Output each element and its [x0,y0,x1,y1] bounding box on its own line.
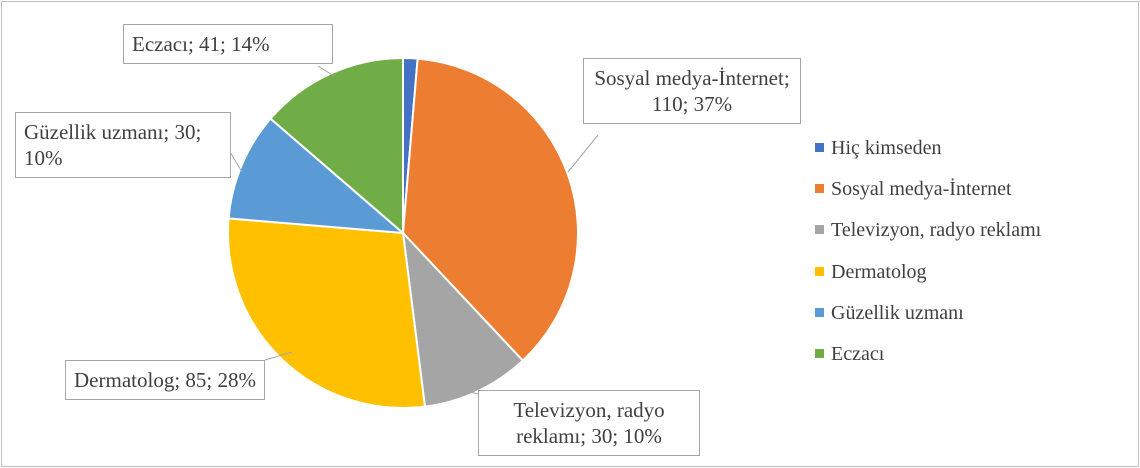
legend-item: Hiç kimseden [815,137,942,160]
leader-line [264,351,293,361]
legend-swatch [815,349,824,358]
legend-swatch [815,307,824,317]
legend-label: Dermatolog [831,260,927,283]
data-label: Eczacı; 41; 14% [123,24,333,64]
legend-swatch [815,266,824,276]
legend-item: Sosyal medya-İnternet [815,178,1012,201]
pie-slice [227,217,427,409]
legend-swatch [815,225,824,235]
data-label: Güzellik uzmanı; 30; 10% [15,112,231,178]
legend-item: Televizyon, radyo reklamı [815,219,1041,242]
leader-lines [229,65,599,395]
data-label: Sosyal medya-İnternet; 110; 37% [583,58,801,124]
data-label: Televizyon, radyo reklamı; 30; 10% [478,390,700,456]
pie-slice [401,57,579,362]
leader-line [317,65,335,77]
data-label: Dermatolog; 85; 28% [65,360,265,400]
leader-line [461,389,479,395]
legend-swatch [815,143,824,152]
leader-line [567,134,599,173]
pie-slice [227,117,406,235]
legend-swatch [815,184,824,194]
legend-label: Televizyon, radyo reklamı [831,219,1042,242]
slices [227,56,579,409]
legend-item: Güzellik uzmanı [815,302,964,325]
legend-label: Hiç kimseden [831,137,942,159]
legend-label: Eczacı [831,343,885,365]
legend-item: Eczacı [815,343,884,366]
legend-label: Sosyal medya-İnternet [831,178,1012,201]
pie-slice [401,230,525,408]
legend-label: Güzellik uzmanı [831,301,964,324]
legend-item: Dermatolog [815,261,927,284]
leader-line [229,151,243,173]
